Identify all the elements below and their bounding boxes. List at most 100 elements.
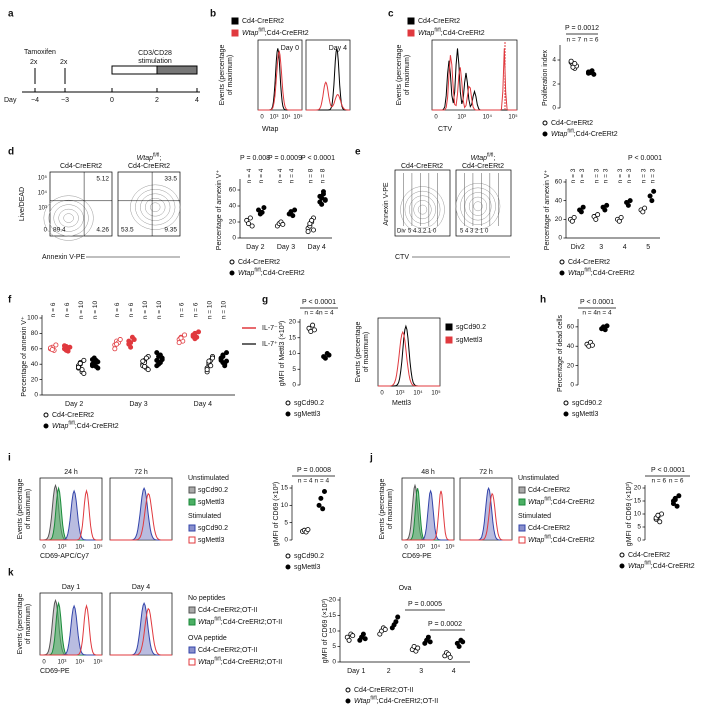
data-point [259, 209, 265, 215]
genotype-rest: ; [159, 155, 161, 162]
x-tick-label: 3 [419, 668, 423, 675]
label: Wtapfl/fl;Cd4-CreERt2;OT-II [198, 657, 282, 666]
label: 24 h [64, 469, 78, 476]
n-label: n = 6 [652, 478, 667, 485]
gene: Wtap [568, 270, 584, 277]
gene: Wtap [528, 537, 544, 544]
histogram [110, 486, 172, 541]
p-value: P < 0.0001 [580, 299, 614, 306]
y-tick-label: 40 [567, 343, 575, 350]
contour [145, 197, 166, 217]
y-tick-label: 0 [292, 382, 296, 389]
legend-label: Wtapfl/fl;Cd4-CreERt2 [551, 129, 618, 138]
contour [404, 190, 441, 229]
y-axis-label: gMFI of CD69 (×10³) [626, 482, 633, 546]
data-point [317, 193, 323, 199]
data-point [395, 614, 401, 620]
histogram [258, 50, 302, 111]
label: CTV [395, 254, 409, 261]
label: sgMettl3 [198, 537, 225, 544]
y-axis-label: Events (percentage [17, 594, 24, 655]
n-label: n = 3 [602, 168, 609, 183]
data-point [322, 197, 328, 203]
n-label: n = 3 [626, 168, 633, 183]
data-point [63, 347, 69, 353]
legend-label: Cd4-CreERt2 [551, 120, 593, 127]
legend-swatch [518, 524, 526, 532]
plot-frame [49, 171, 113, 237]
data-point [602, 207, 608, 213]
y-tick-label: 20 [229, 219, 237, 226]
label: Day 4 [329, 45, 347, 52]
y-tick-label: 15 [329, 612, 337, 619]
p-value: P = 0.0005 [408, 601, 442, 608]
superscript: fl/fl [487, 153, 493, 159]
n-label: n = 10 [142, 300, 149, 319]
data-point [95, 359, 101, 365]
histogram [110, 607, 172, 656]
contour [417, 204, 428, 215]
panel-letter: h [540, 295, 546, 306]
label: Day [4, 97, 17, 104]
y-tick-label: 10 [281, 502, 289, 509]
legend-label: sgCd90.2 [456, 324, 486, 331]
gene: Wtap [137, 155, 153, 162]
x-tick-label: 10⁵ [293, 114, 303, 121]
legend-marker [345, 698, 351, 704]
data-point [604, 323, 610, 329]
data-point [460, 639, 466, 645]
x-tick-label: 10⁴ [75, 659, 85, 666]
y-tick-label: 0 [44, 228, 48, 234]
legend-label: sgCd90.2 [572, 400, 602, 407]
histogram [460, 486, 512, 541]
n-label: n = 4 [258, 168, 265, 183]
x-tick-label: 10³ [58, 660, 67, 666]
data-point [310, 227, 316, 233]
data-point [602, 327, 608, 333]
contour [455, 182, 501, 230]
superscript: fl/fl [370, 696, 376, 702]
label: Wtapfl/fl;Cd4-CreERt2 [418, 28, 485, 37]
histogram [402, 490, 454, 541]
genotype-rest: ;Cd4-CreERt2;OT-II [377, 698, 439, 705]
data-point [587, 70, 593, 76]
y-axis-label: Events (percentage [355, 322, 362, 383]
label: Cd4-CreERt2 [528, 525, 570, 532]
data-point [112, 346, 118, 352]
gene: Wtap [198, 619, 214, 626]
label: 72 h [479, 469, 493, 476]
x-tick-label: Day 3 [277, 244, 295, 251]
x-tick-label: Day 2 [246, 244, 264, 251]
data-point [362, 636, 368, 642]
y-tick-label: 20 [289, 319, 297, 326]
superscript: fl/fl [544, 497, 550, 503]
legend-swatch [188, 498, 196, 506]
x-tick-label: 10³ [270, 115, 279, 121]
timeline [22, 65, 200, 93]
data-point [77, 360, 83, 366]
legend-swatch [231, 29, 239, 37]
y-axis-label: Events (percentage [17, 479, 24, 540]
data-point [249, 223, 255, 229]
contour [413, 200, 432, 220]
data-point [320, 189, 326, 195]
contour [464, 192, 492, 221]
y-tick-label: 20 [329, 597, 337, 604]
contour [135, 189, 176, 226]
legend-swatch [188, 646, 196, 654]
data-point [154, 350, 160, 356]
p-value: P = 0.008 [240, 155, 270, 162]
legend-swatch [188, 486, 196, 494]
plot-frame [394, 169, 451, 237]
x-tick-label: 10³ [457, 115, 466, 121]
label: 5 4 3 2 1 0 [408, 229, 437, 235]
data-point [218, 356, 224, 362]
label: Cd4-CreERt2 [462, 163, 504, 170]
superscript: fl/fl [68, 421, 74, 427]
y-tick-label: 15 [634, 498, 642, 505]
genotype-rest: ; [493, 155, 495, 162]
n-label: n = 10 [92, 300, 99, 319]
n-label: n = 3 [593, 168, 600, 183]
label: Stimulated [188, 513, 221, 520]
legend-label: sgMettl3 [294, 411, 321, 418]
